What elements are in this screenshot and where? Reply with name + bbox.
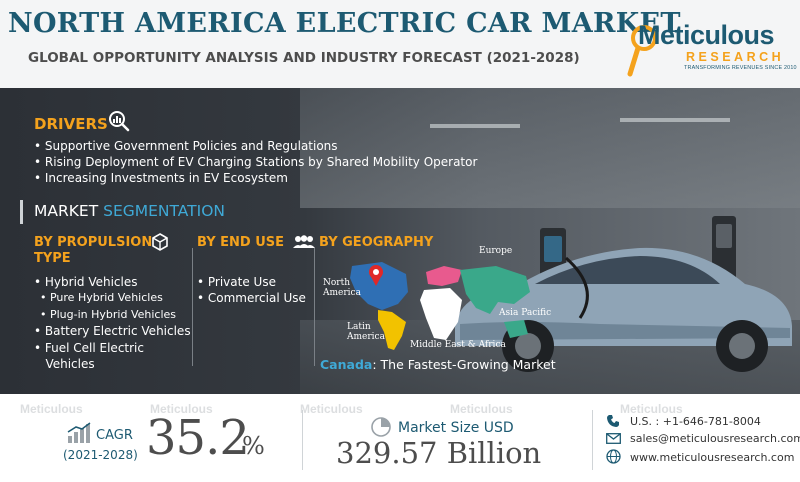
end-use-heading: BY END USE	[197, 235, 285, 250]
growth-chart-icon	[67, 422, 91, 443]
list-item: Vehicles	[34, 357, 95, 372]
watermark: Meticulous	[150, 402, 213, 416]
users-icon	[293, 235, 315, 248]
segmentation-heading-part1: MARKET	[34, 202, 104, 220]
footer-divider	[302, 410, 303, 470]
map-region-europe	[426, 266, 462, 286]
drivers-heading: DRIVERS	[34, 115, 108, 133]
pie-chart-icon	[371, 417, 391, 437]
column-divider	[314, 248, 315, 366]
garage-background	[300, 88, 800, 208]
drivers-list: • Supportive Government Policies and Reg…	[34, 138, 477, 186]
map-label-mea: Middle East & Africa	[410, 340, 506, 350]
map-label-asia-pacific: Asia Pacific	[499, 308, 552, 318]
map-label-europe: Europe	[479, 246, 513, 256]
magnifier-logo-icon	[627, 25, 657, 77]
cagr-unit: %	[242, 432, 265, 460]
propulsion-heading: BY PROPULSION	[34, 235, 153, 250]
email-icon	[606, 433, 621, 444]
map-region-mea	[420, 288, 462, 340]
segmentation-accent-bar	[20, 200, 23, 224]
list-item: • Pure Hybrid Vehicles	[40, 291, 163, 305]
list-item: • Plug-in Hybrid Vehicles	[40, 307, 177, 321]
map-label-latin-america-2: America	[347, 332, 385, 342]
contact-phone[interactable]: U.S. : +1-646-781-8004	[630, 415, 761, 428]
main-panel: DRIVERS • Supportive Government Policies…	[0, 88, 800, 394]
electric-car-illustration	[430, 118, 792, 372]
segmentation-heading: MARKET SEGMENTATION	[34, 202, 225, 220]
map-region-asia-pacific	[460, 266, 530, 314]
map-region-latin-america	[378, 310, 406, 350]
page-title: NORTH AMERICA ELECTRIC CAR MARKET	[8, 8, 681, 39]
watermark: Meticulous	[620, 402, 683, 416]
map-label-north-america-2: America	[323, 288, 361, 298]
analytics-magnifier-icon	[109, 111, 130, 132]
contact-email[interactable]: sales@meticulousresearch.com	[630, 432, 800, 445]
watermark: Meticulous	[20, 402, 83, 416]
logo-wordmark: Meticulous	[638, 20, 775, 50]
watermark: Meticulous	[450, 402, 513, 416]
logo-research: RESEARCH	[686, 50, 785, 64]
footer-divider	[592, 410, 593, 470]
market-size-value: 329.57 Billion	[336, 436, 542, 470]
end-use-list: • Private Use • Commercial Use	[197, 274, 306, 307]
propulsion-list: • Hybrid Vehicles • Pure Hybrid Vehicles…	[34, 274, 191, 372]
footer: Meticulous Meticulous Meticulous Meticul…	[0, 394, 800, 482]
watermark: Meticulous	[300, 402, 363, 416]
list-item: • Battery Electric Vehicles	[34, 324, 191, 339]
phone-icon	[607, 415, 619, 427]
contact-website[interactable]: www.meticulousresearch.com	[630, 451, 795, 464]
cagr-label: CAGR	[96, 428, 133, 443]
column-divider	[192, 248, 193, 366]
globe-icon	[606, 449, 621, 464]
header: NORTH AMERICA ELECTRIC CAR MARKET GLOBAL…	[0, 0, 800, 88]
propulsion-heading-line2: TYPE	[34, 251, 71, 266]
world-map	[350, 262, 530, 350]
geography-heading: BY GEOGRAPHY	[319, 235, 434, 250]
company-logo[interactable]: Meticulous RESEARCH TRANSFORMING REVENUE…	[626, 18, 797, 80]
map-label-latin-america: Latin	[347, 322, 371, 332]
market-size-label: Market Size USD	[398, 420, 514, 436]
fastest-country: Canada	[320, 357, 373, 372]
page-subtitle: GLOBAL OPPORTUNITY ANALYSIS AND INDUSTRY…	[28, 50, 580, 66]
segmentation-heading-part2: SEGMENTATION	[103, 202, 226, 220]
driver-item: • Rising Deployment of EV Charging Stati…	[34, 155, 478, 169]
list-item: • Private Use	[197, 275, 276, 289]
fastest-text: The Fastest-Growing Market	[380, 357, 556, 372]
driver-item: • Supportive Government Policies and Reg…	[34, 139, 338, 153]
cagr-value: 35.2	[146, 410, 250, 466]
list-item: • Commercial Use	[197, 291, 306, 306]
list-item: • Fuel Cell Electric	[34, 340, 144, 355]
fastest-growing-callout: Canada: The Fastest-Growing Market	[320, 357, 556, 372]
map-label-north-america: North	[323, 278, 351, 288]
propulsion-box-icon	[152, 233, 168, 251]
cagr-years: (2021-2028)	[63, 448, 138, 462]
list-item: • Hybrid Vehicles	[34, 275, 138, 289]
fastest-separator: :	[372, 357, 381, 372]
driver-item: • Increasing Investments in EV Ecosystem	[34, 171, 288, 185]
map-region-north-america	[350, 262, 408, 310]
logo-tagline: TRANSFORMING REVENUES SINCE 2010	[684, 65, 797, 71]
